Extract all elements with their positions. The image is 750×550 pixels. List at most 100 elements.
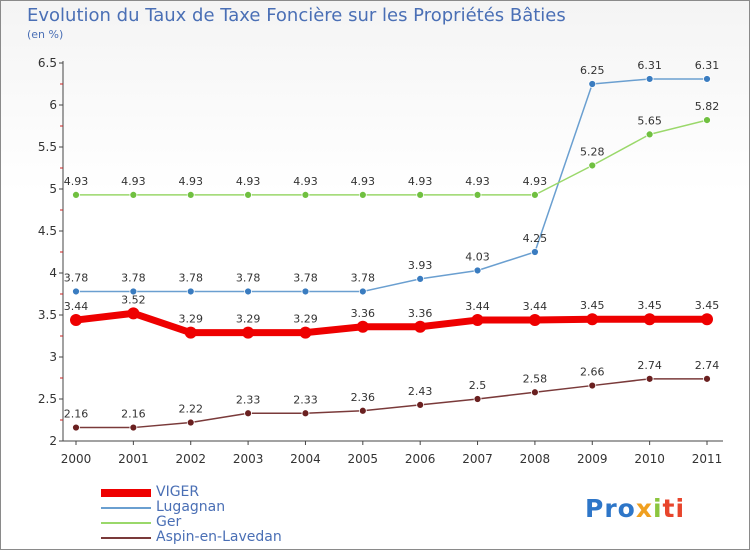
- data-point: [70, 314, 82, 327]
- data-label: 3.93: [408, 259, 433, 272]
- chart-title: Evolution du Taux de Taxe Foncière sur l…: [27, 5, 566, 26]
- x-tick-label: 2008: [520, 452, 551, 466]
- data-point: [416, 274, 425, 283]
- data-label: 3.78: [351, 271, 376, 284]
- data-point: [72, 423, 80, 432]
- legend-label: Aspin-en-Lavedan: [156, 529, 282, 545]
- data-point: [645, 374, 654, 383]
- data-label: 3.44: [465, 300, 490, 313]
- data-point: [703, 116, 711, 125]
- data-label: 2.74: [637, 359, 662, 372]
- data-label: 2.5: [469, 379, 487, 392]
- data-label: 2.66: [580, 366, 605, 379]
- data-point: [184, 326, 197, 339]
- data-point: [703, 75, 711, 83]
- legend-swatch: [101, 536, 151, 539]
- logo-part-2: x: [635, 494, 653, 523]
- series-line: [75, 119, 708, 196]
- data-label: 3.78: [64, 271, 89, 284]
- x-tick-label: 2004: [290, 452, 321, 466]
- data-point: [588, 381, 597, 390]
- data-label: 5.82: [695, 100, 720, 113]
- data-label: 3.36: [351, 307, 376, 320]
- data-point: [244, 409, 252, 418]
- data-label: 3.45: [580, 299, 605, 312]
- data-point: [586, 313, 599, 326]
- data-point: [129, 287, 138, 296]
- x-tick-label: 2009: [577, 452, 608, 466]
- data-label: 2.33: [293, 393, 318, 406]
- series-line: [75, 78, 708, 293]
- data-label: 3.78: [178, 271, 203, 284]
- data-label: 4.93: [465, 175, 490, 188]
- data-point: [645, 75, 654, 83]
- data-label: 4.93: [351, 175, 376, 188]
- data-label: 4.93: [64, 175, 89, 188]
- data-point: [244, 190, 252, 199]
- data-label: 3.29: [236, 313, 261, 326]
- data-label: 5.65: [637, 114, 662, 127]
- data-point: [299, 326, 312, 339]
- data-label: 4.93: [121, 175, 146, 188]
- data-label: 2.74: [695, 359, 720, 372]
- x-tick-label: 2006: [405, 452, 436, 466]
- data-label: 3.44: [64, 300, 89, 313]
- data-label: 5.28: [580, 145, 605, 158]
- data-point: [703, 374, 711, 383]
- data-point: [242, 326, 255, 339]
- data-point: [473, 190, 482, 199]
- legend-swatch: [101, 506, 151, 509]
- data-label: 6.25: [580, 64, 605, 77]
- data-point: [471, 314, 484, 327]
- data-point: [588, 80, 597, 88]
- data-label: 4.93: [408, 175, 433, 188]
- data-label: 2.43: [408, 385, 433, 398]
- data-label: 3.29: [178, 313, 203, 326]
- y-tick-label: 4: [49, 266, 57, 280]
- data-point: [72, 287, 80, 296]
- data-label: 2.22: [178, 403, 203, 416]
- data-point: [531, 190, 539, 199]
- chart-unit: (en %): [27, 28, 64, 41]
- data-point: [414, 320, 427, 333]
- data-point: [701, 313, 713, 326]
- data-label: 2.58: [523, 372, 548, 385]
- data-label: 4.93: [178, 175, 203, 188]
- data-point: [186, 190, 195, 199]
- logo-part-3: i: [652, 494, 663, 523]
- y-tick-label: 5: [49, 182, 57, 196]
- data-point: [531, 388, 539, 397]
- data-point: [301, 409, 310, 418]
- data-point: [358, 406, 367, 415]
- data-point: [356, 320, 369, 333]
- data-point: [72, 190, 80, 199]
- data-point: [301, 287, 310, 296]
- data-label: 2.36: [351, 391, 376, 404]
- logo-part-1: Pro: [585, 494, 636, 523]
- legend-item: Lugagnan: [101, 500, 282, 515]
- data-label: 6.31: [695, 59, 720, 72]
- data-point: [186, 287, 195, 296]
- x-tick-label: 2005: [348, 452, 379, 466]
- legend: VIGER Lugagnan Ger Aspin-en-Lavedan: [101, 485, 282, 545]
- x-tick-label: 2011: [692, 452, 723, 466]
- logo-part-4: ti: [662, 494, 686, 523]
- data-point: [129, 423, 138, 432]
- legend-swatch: [101, 521, 151, 524]
- data-label: 4.93: [293, 175, 318, 188]
- data-label: 4.25: [523, 232, 548, 245]
- data-point: [643, 313, 656, 326]
- data-point: [528, 314, 541, 327]
- legend-item: Ger: [101, 515, 282, 530]
- data-point: [358, 287, 367, 296]
- x-tick-label: 2003: [233, 452, 264, 466]
- data-label: 2.33: [236, 393, 261, 406]
- data-point: [416, 190, 425, 199]
- data-point: [129, 190, 138, 199]
- data-label: 3.45: [695, 299, 720, 312]
- data-label: 3.78: [293, 271, 318, 284]
- series-line: [72, 309, 711, 337]
- legend-item: Aspin-en-Lavedan: [101, 530, 282, 545]
- proxiti-logo: Proxiti: [585, 494, 685, 523]
